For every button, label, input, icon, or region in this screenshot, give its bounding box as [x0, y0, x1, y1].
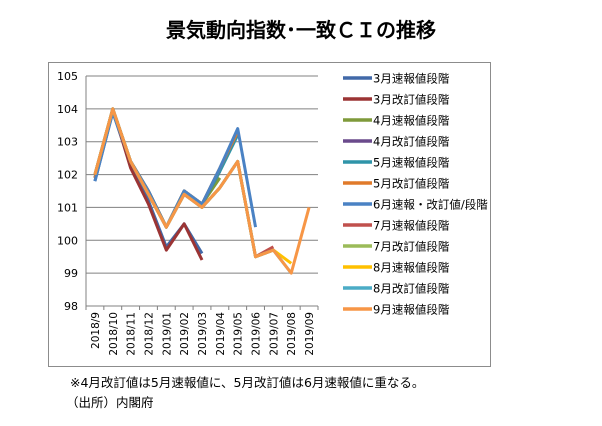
series-line	[93, 107, 204, 261]
source-note: （出所）内閣府	[66, 395, 154, 410]
x-tick-label: 2019/04	[215, 312, 227, 356]
footnote: ※4月改訂値は5月速報値に、5月改訂値は6月速報値に重なる。	[70, 375, 425, 390]
legend-label: 4月速報値段階	[373, 114, 450, 128]
legend-label: 7月速報値段階	[373, 219, 450, 233]
legend-label: 6月速報・改訂値/段階	[373, 198, 488, 212]
x-tick-label: 2018/10	[108, 312, 120, 356]
y-tick-label: 99	[64, 267, 78, 280]
legend-label: 8月改訂値段階	[373, 282, 450, 296]
x-tick-label: 2019/01	[161, 312, 173, 356]
legend-label: 4月改訂値段階	[373, 135, 450, 149]
x-tick-label: 2019/03	[197, 312, 209, 356]
y-tick-label: 104	[57, 103, 78, 116]
x-tick-label: 2019/09	[304, 312, 316, 356]
y-tick-label: 103	[57, 136, 78, 149]
legend-label: 9月速報値段階	[373, 303, 450, 317]
y-tick-label: 98	[64, 300, 78, 313]
series-line	[93, 110, 204, 255]
x-tick-label: 2019/05	[233, 312, 245, 356]
legend-label: 3月速報値段階	[373, 72, 450, 86]
x-tick-label: 2019/07	[268, 312, 280, 356]
series-line	[93, 107, 293, 275]
x-tick-label: 2019/06	[251, 312, 263, 356]
y-tick-label: 105	[57, 70, 78, 83]
x-tick-label: 2019/08	[286, 312, 298, 356]
legend-label: 8月速報値段階	[373, 261, 450, 275]
chart-title: 景気動向指数･一致ＣＩの推移	[166, 18, 436, 42]
x-tick-label: 2018/9	[90, 312, 102, 349]
x-tick-label: 2019/02	[179, 312, 191, 356]
y-tick-label: 102	[57, 169, 78, 182]
y-tick-label: 100	[57, 234, 78, 247]
x-tick-label: 2018/12	[143, 312, 155, 356]
legend-label: 7月改訂値段階	[373, 240, 450, 254]
y-tick-label: 101	[57, 201, 78, 214]
series-line	[93, 107, 311, 275]
x-tick-label: 2018/11	[126, 312, 138, 356]
legend-label: 5月改訂値段階	[373, 177, 450, 191]
legend-label: 3月改訂値段階	[373, 93, 450, 107]
chart-frame	[48, 62, 491, 367]
legend-label: 5月速報値段階	[373, 156, 450, 170]
